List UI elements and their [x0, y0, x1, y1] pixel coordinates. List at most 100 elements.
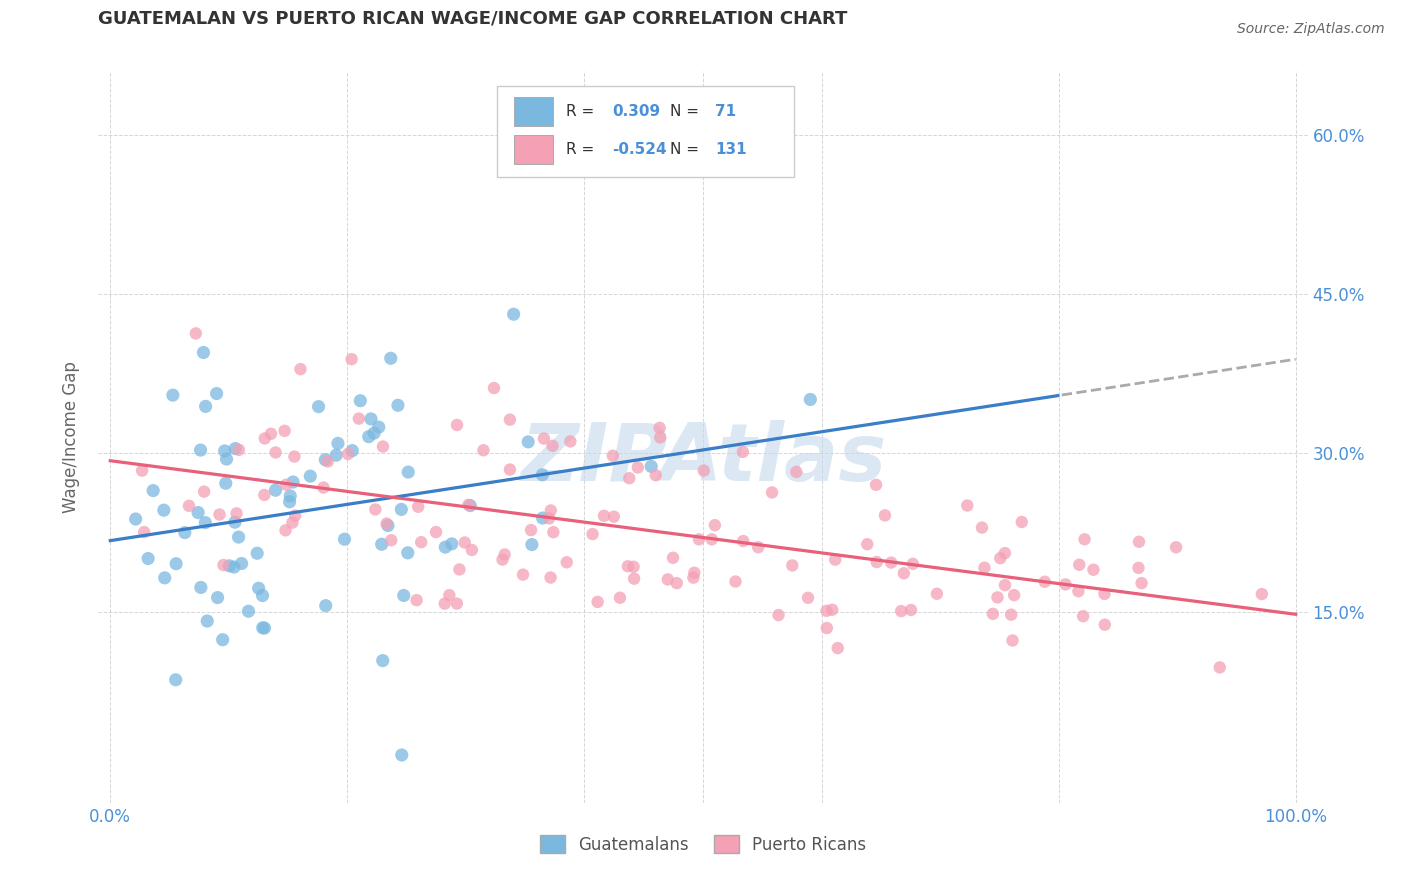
Point [512, 567, 534, 582]
Point [246, 546, 269, 560]
Point [586, 595, 609, 609]
Point [1128, 534, 1150, 549]
Point [502, 307, 524, 321]
Point [541, 439, 564, 453]
Point [821, 603, 844, 617]
Point [273, 424, 295, 438]
Point [153, 503, 176, 517]
Point [224, 442, 246, 456]
Point [925, 587, 948, 601]
Point [165, 673, 187, 687]
Point [281, 516, 304, 530]
Point [657, 573, 679, 587]
Point [1209, 660, 1232, 674]
Point [377, 518, 399, 533]
Point [367, 420, 389, 434]
Point [733, 534, 755, 549]
Point [357, 430, 380, 444]
Point [207, 591, 229, 605]
Point [375, 516, 398, 531]
Point [560, 434, 582, 449]
Point [440, 537, 463, 551]
Point [190, 581, 212, 595]
Point [281, 475, 304, 489]
Point [665, 576, 688, 591]
Point [212, 558, 235, 572]
Point [131, 464, 153, 478]
Point [194, 400, 217, 414]
Point [640, 459, 662, 474]
Point [531, 467, 554, 482]
Point [988, 551, 1011, 566]
Point [215, 452, 238, 467]
Point [194, 516, 217, 530]
Point [380, 351, 402, 366]
Point [247, 581, 270, 595]
Point [184, 326, 207, 341]
Text: 131: 131 [716, 142, 747, 157]
Point [284, 508, 307, 523]
Point [162, 388, 184, 402]
Point [208, 508, 231, 522]
Point [136, 551, 159, 566]
Point [264, 483, 287, 498]
Point [387, 398, 409, 412]
Point [648, 421, 671, 435]
Point [900, 603, 922, 617]
Point [165, 557, 187, 571]
Point [994, 546, 1017, 560]
Point [662, 550, 685, 565]
Point [540, 503, 562, 517]
Point [316, 454, 339, 468]
Point [543, 525, 565, 540]
Point [228, 442, 250, 457]
Point [1094, 587, 1116, 601]
Point [540, 570, 562, 584]
Point [224, 515, 246, 529]
Point [260, 426, 283, 441]
FancyBboxPatch shape [498, 86, 793, 178]
Point [446, 417, 468, 432]
Point [308, 400, 330, 414]
Point [799, 392, 821, 407]
Point [1001, 633, 1024, 648]
Point [517, 434, 540, 449]
Point [228, 530, 250, 544]
Point [623, 572, 645, 586]
Point [555, 555, 578, 569]
Point [856, 537, 879, 551]
Point [623, 559, 645, 574]
Point [283, 450, 305, 464]
Point [391, 747, 413, 762]
Point [342, 443, 364, 458]
Point [593, 508, 616, 523]
Point [370, 537, 392, 551]
Point [371, 654, 394, 668]
Point [360, 412, 382, 426]
Point [253, 488, 276, 502]
Point [581, 527, 603, 541]
Point [457, 498, 479, 512]
Point [499, 462, 522, 476]
Point [1000, 607, 1022, 622]
Point [494, 548, 516, 562]
Point [785, 465, 807, 479]
Point [315, 599, 337, 613]
Point [190, 443, 212, 458]
Point [425, 524, 447, 539]
Point [731, 445, 754, 459]
Point [873, 508, 896, 523]
Point [1054, 577, 1077, 591]
Point [454, 535, 477, 549]
Text: ZIPAtlas: ZIPAtlas [520, 420, 886, 498]
Point [205, 386, 228, 401]
Text: 71: 71 [716, 104, 737, 120]
Point [215, 476, 238, 491]
Point [533, 432, 555, 446]
Point [491, 552, 513, 566]
Point [1094, 617, 1116, 632]
Point [325, 448, 347, 462]
Point [703, 518, 725, 533]
Text: N =: N = [671, 142, 704, 157]
Point [389, 502, 412, 516]
